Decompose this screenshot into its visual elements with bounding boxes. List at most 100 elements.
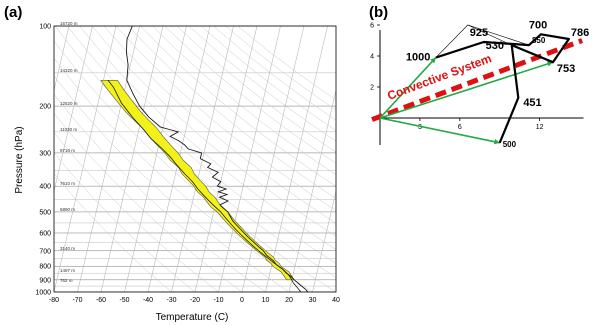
level-label-451: 451 <box>523 97 541 109</box>
isotherm <box>171 26 234 292</box>
isotherm <box>218 26 281 292</box>
y-tick-label: 300 <box>39 150 51 157</box>
dry-adiabat <box>79 26 336 250</box>
x-tick-label: -80 <box>49 297 59 304</box>
shear-arrowhead <box>430 57 436 64</box>
altitude-label: 762 m <box>60 278 73 283</box>
cape-area <box>100 80 295 281</box>
altitude-labels: 16720 m 14320 m 12520 m 11030 m 9710 m 7610 m… <box>60 21 78 283</box>
y-tick-label: 200 <box>39 104 51 111</box>
dry-adiabat <box>188 26 336 142</box>
y-tick-label: 4 <box>370 54 374 61</box>
isotherm <box>124 26 187 292</box>
altitude-label: 1497 m <box>60 268 75 273</box>
y-tick-label: 600 <box>39 230 51 237</box>
isotherm <box>265 26 328 292</box>
dry-adiabat <box>91 26 336 237</box>
x-axis-label: Temperature (C) <box>156 312 229 323</box>
shear-vector <box>379 117 500 144</box>
y-tick-label: 100 <box>39 24 51 31</box>
dry-adiabat <box>225 26 336 111</box>
x-tick-label: -60 <box>96 297 106 304</box>
y-tick-label: 800 <box>39 264 51 271</box>
x-tick-label: 3 <box>418 124 422 131</box>
x-tick-label: 30 <box>309 297 317 304</box>
level-label-753: 753 <box>557 63 575 75</box>
hodograph-axes: 3 6 12 2 4 6 <box>370 23 584 145</box>
level-label-850: 850 <box>532 36 546 45</box>
hodograph: (b) 3 6 12 2 4 6 1000 925 850 700 786 753 530 451 500… <box>369 4 589 149</box>
dry-adiabat <box>54 75 290 292</box>
x-tick-labels: -80 -70 -60 -50 -40 -30 -20 -10 0 10 20 30 40 <box>49 297 340 304</box>
skew-t-data <box>100 26 309 292</box>
y-tick-label: 400 <box>39 184 51 191</box>
y-tick-label: 6 <box>370 23 374 30</box>
x-tick-label: 12 <box>536 124 544 131</box>
shear-vector <box>379 57 437 119</box>
isotherm <box>194 26 258 292</box>
dry-adiabat <box>176 26 336 153</box>
level-label-700: 700 <box>529 19 547 31</box>
level-label-786: 786 <box>571 27 589 39</box>
level-label-1000: 1000 <box>406 52 430 64</box>
x-tick-label: 10 <box>262 297 270 304</box>
isotherm <box>77 26 140 292</box>
x-tick-label: 0 <box>240 297 244 304</box>
x-tick-label: -10 <box>213 297 223 304</box>
dry-adiabat <box>54 173 172 292</box>
y-axis-label: Pressure (hPa) <box>14 126 25 193</box>
x-tick-label: -40 <box>143 297 153 304</box>
x-tick-label: 40 <box>332 297 340 304</box>
isotherm <box>335 290 336 292</box>
storm-motion-line <box>371 38 584 122</box>
level-label-925: 925 <box>470 27 488 39</box>
x-tick-label: -70 <box>72 297 82 304</box>
y-tick-label: 500 <box>39 209 51 216</box>
y-tick-labels: 100 200 300 400 500 600 700 800 900 1000 <box>35 24 51 297</box>
dry-adiabat <box>54 112 243 292</box>
dry-adiabat <box>115 26 336 211</box>
x-tick-label: 20 <box>285 297 293 304</box>
dry-adiabat <box>54 132 219 292</box>
altitude-label: 12520 m <box>60 101 78 106</box>
plot-frame <box>53 25 337 293</box>
dry-adiabat <box>128 26 336 199</box>
dry-adiabat <box>103 26 336 224</box>
x-tick-label: -50 <box>119 297 129 304</box>
isotherm <box>54 26 117 292</box>
dry-adiabat <box>164 26 336 164</box>
x-tick-label: -20 <box>190 297 200 304</box>
altitude-label: 16720 m <box>60 21 78 26</box>
x-tick-label: -30 <box>166 297 176 304</box>
temperature-profile <box>125 26 309 292</box>
isotherm <box>100 26 164 292</box>
y-tick-label: 1000 <box>35 290 51 297</box>
shear-vector <box>379 61 554 119</box>
skew-t-diagram: (a) -80 -70 -60 -50 -40 -30 -20 -10 0 10 20 30 40 10… <box>4 4 340 323</box>
altitude-label: 5890 m <box>60 207 75 212</box>
shear-arrowhead <box>493 139 500 145</box>
isotherm <box>288 89 336 292</box>
hodograph-labels: 1000 925 850 700 786 753 530 451 500 <box>406 19 589 149</box>
level-label-500: 500 <box>503 140 517 149</box>
x-tick-label: 6 <box>458 124 462 131</box>
panel-a-label: (a) <box>4 4 22 21</box>
y-tick-label: 2 <box>370 85 374 92</box>
dry-adiabat <box>152 26 336 175</box>
dry-adiabat <box>54 93 266 292</box>
dry-adiabat <box>54 152 196 292</box>
panel-b-label: (b) <box>369 4 388 21</box>
dry-adiabat <box>237 26 336 101</box>
isotherm <box>312 190 336 292</box>
y-tick-label: 900 <box>39 277 51 284</box>
skew-t-grid <box>54 26 336 292</box>
dry-adiabat <box>67 26 336 264</box>
hodograph-data <box>371 24 584 145</box>
level-label-530: 530 <box>486 40 504 52</box>
altitude-label: 3140 m <box>60 246 75 251</box>
isotherm <box>54 26 70 92</box>
y-tick-label: 700 <box>39 248 51 255</box>
altitude-label: 14320 m <box>60 68 78 73</box>
hodograph-outline <box>467 24 512 46</box>
altitude-label: 7610 m <box>60 181 75 186</box>
